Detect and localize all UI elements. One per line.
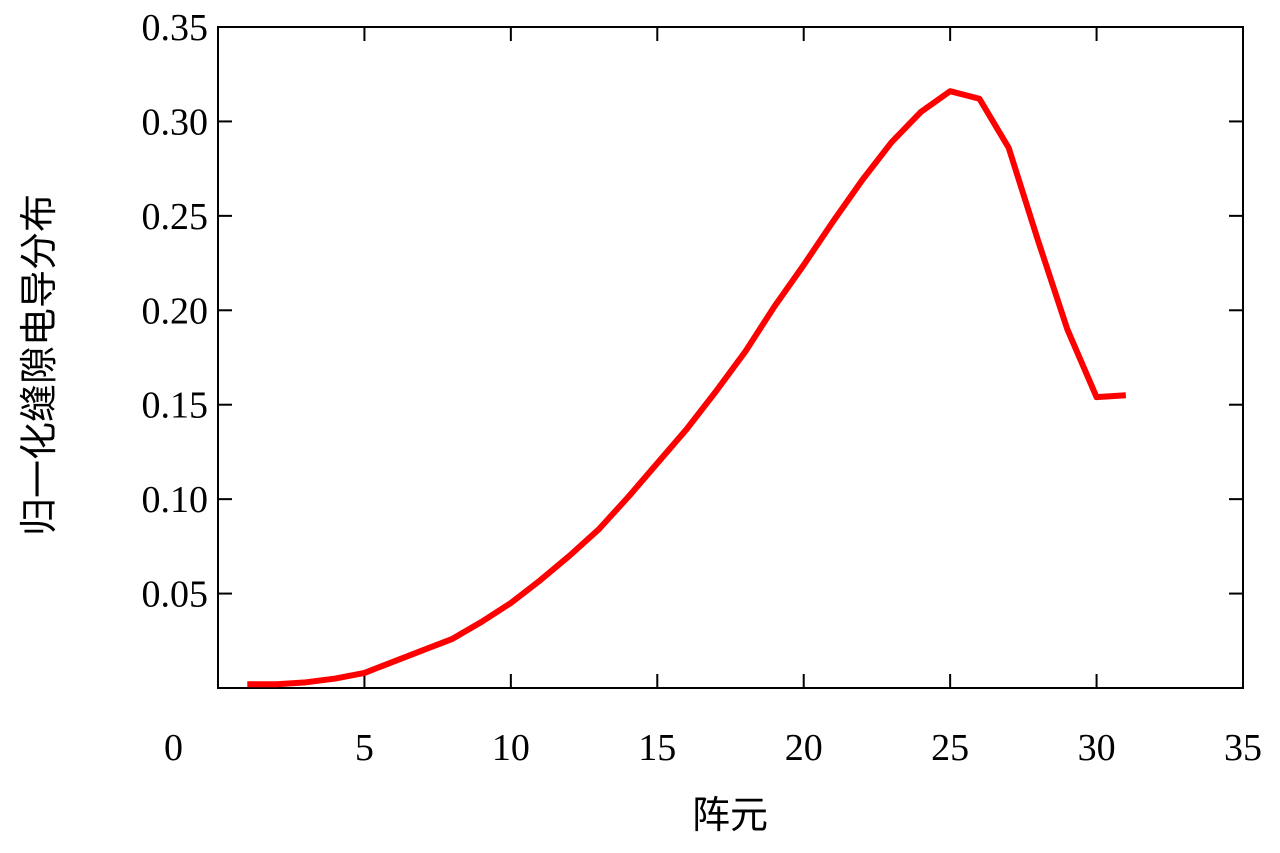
y-tick-label: 0.30 <box>142 101 209 143</box>
y-axis-label: 归一化缝隙电导分布 <box>19 194 61 536</box>
x-tick-label: 15 <box>638 727 676 769</box>
x-tick-label: 10 <box>492 727 530 769</box>
y-tick-label: 0.20 <box>142 290 209 332</box>
y-tick-label: 0.10 <box>142 479 209 521</box>
x-tick-label: 35 <box>1224 727 1262 769</box>
x-tick-label: 20 <box>785 727 823 769</box>
x-tick-label: 5 <box>355 727 374 769</box>
x-tick-label: 25 <box>931 727 969 769</box>
x-axis-label: 阵元 <box>692 795 768 837</box>
y-tick-label: 0.15 <box>142 385 209 427</box>
y-tick-label: 0.05 <box>142 574 209 616</box>
y-tick-label: 0.25 <box>142 196 209 238</box>
data-line <box>247 88 1127 688</box>
y-tick-label: 0.35 <box>142 7 209 49</box>
x-tick-label: 0 <box>164 727 183 769</box>
plot-frame <box>217 26 1244 689</box>
x-tick-label: 30 <box>1078 727 1116 769</box>
